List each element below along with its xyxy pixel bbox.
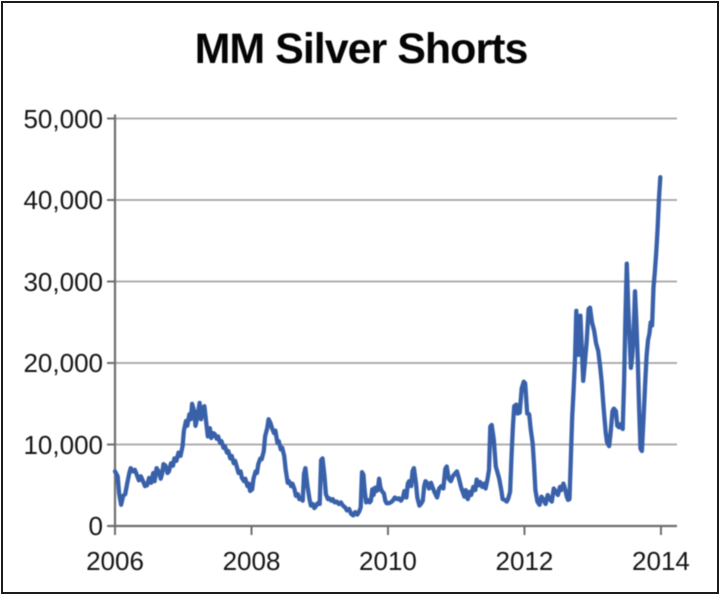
- x-tick-label: 2006: [86, 546, 144, 576]
- x-tick-label: 2010: [359, 546, 417, 576]
- x-tick-label: 2008: [222, 546, 281, 576]
- y-tick-label: 10,000: [23, 429, 103, 460]
- data-series-line: [112, 175, 663, 518]
- line-chart-svg: [107, 114, 677, 535]
- x-tick-label: 2012: [495, 546, 554, 576]
- chart-canvas: MM Silver Shorts 0 10,000 20,000 30,000 40,0…: [3, 3, 717, 592]
- y-tick-label: 40,000: [23, 185, 103, 215]
- y-tick-label: 30,000: [23, 266, 103, 297]
- x-tick-label: 2014: [632, 546, 690, 576]
- y-tick-label: 0: [88, 511, 103, 541]
- y-tick-label: 50,000: [23, 103, 103, 134]
- chart-title: MM Silver Shorts: [194, 25, 529, 73]
- y-tick-label: 20,000: [23, 348, 103, 378]
